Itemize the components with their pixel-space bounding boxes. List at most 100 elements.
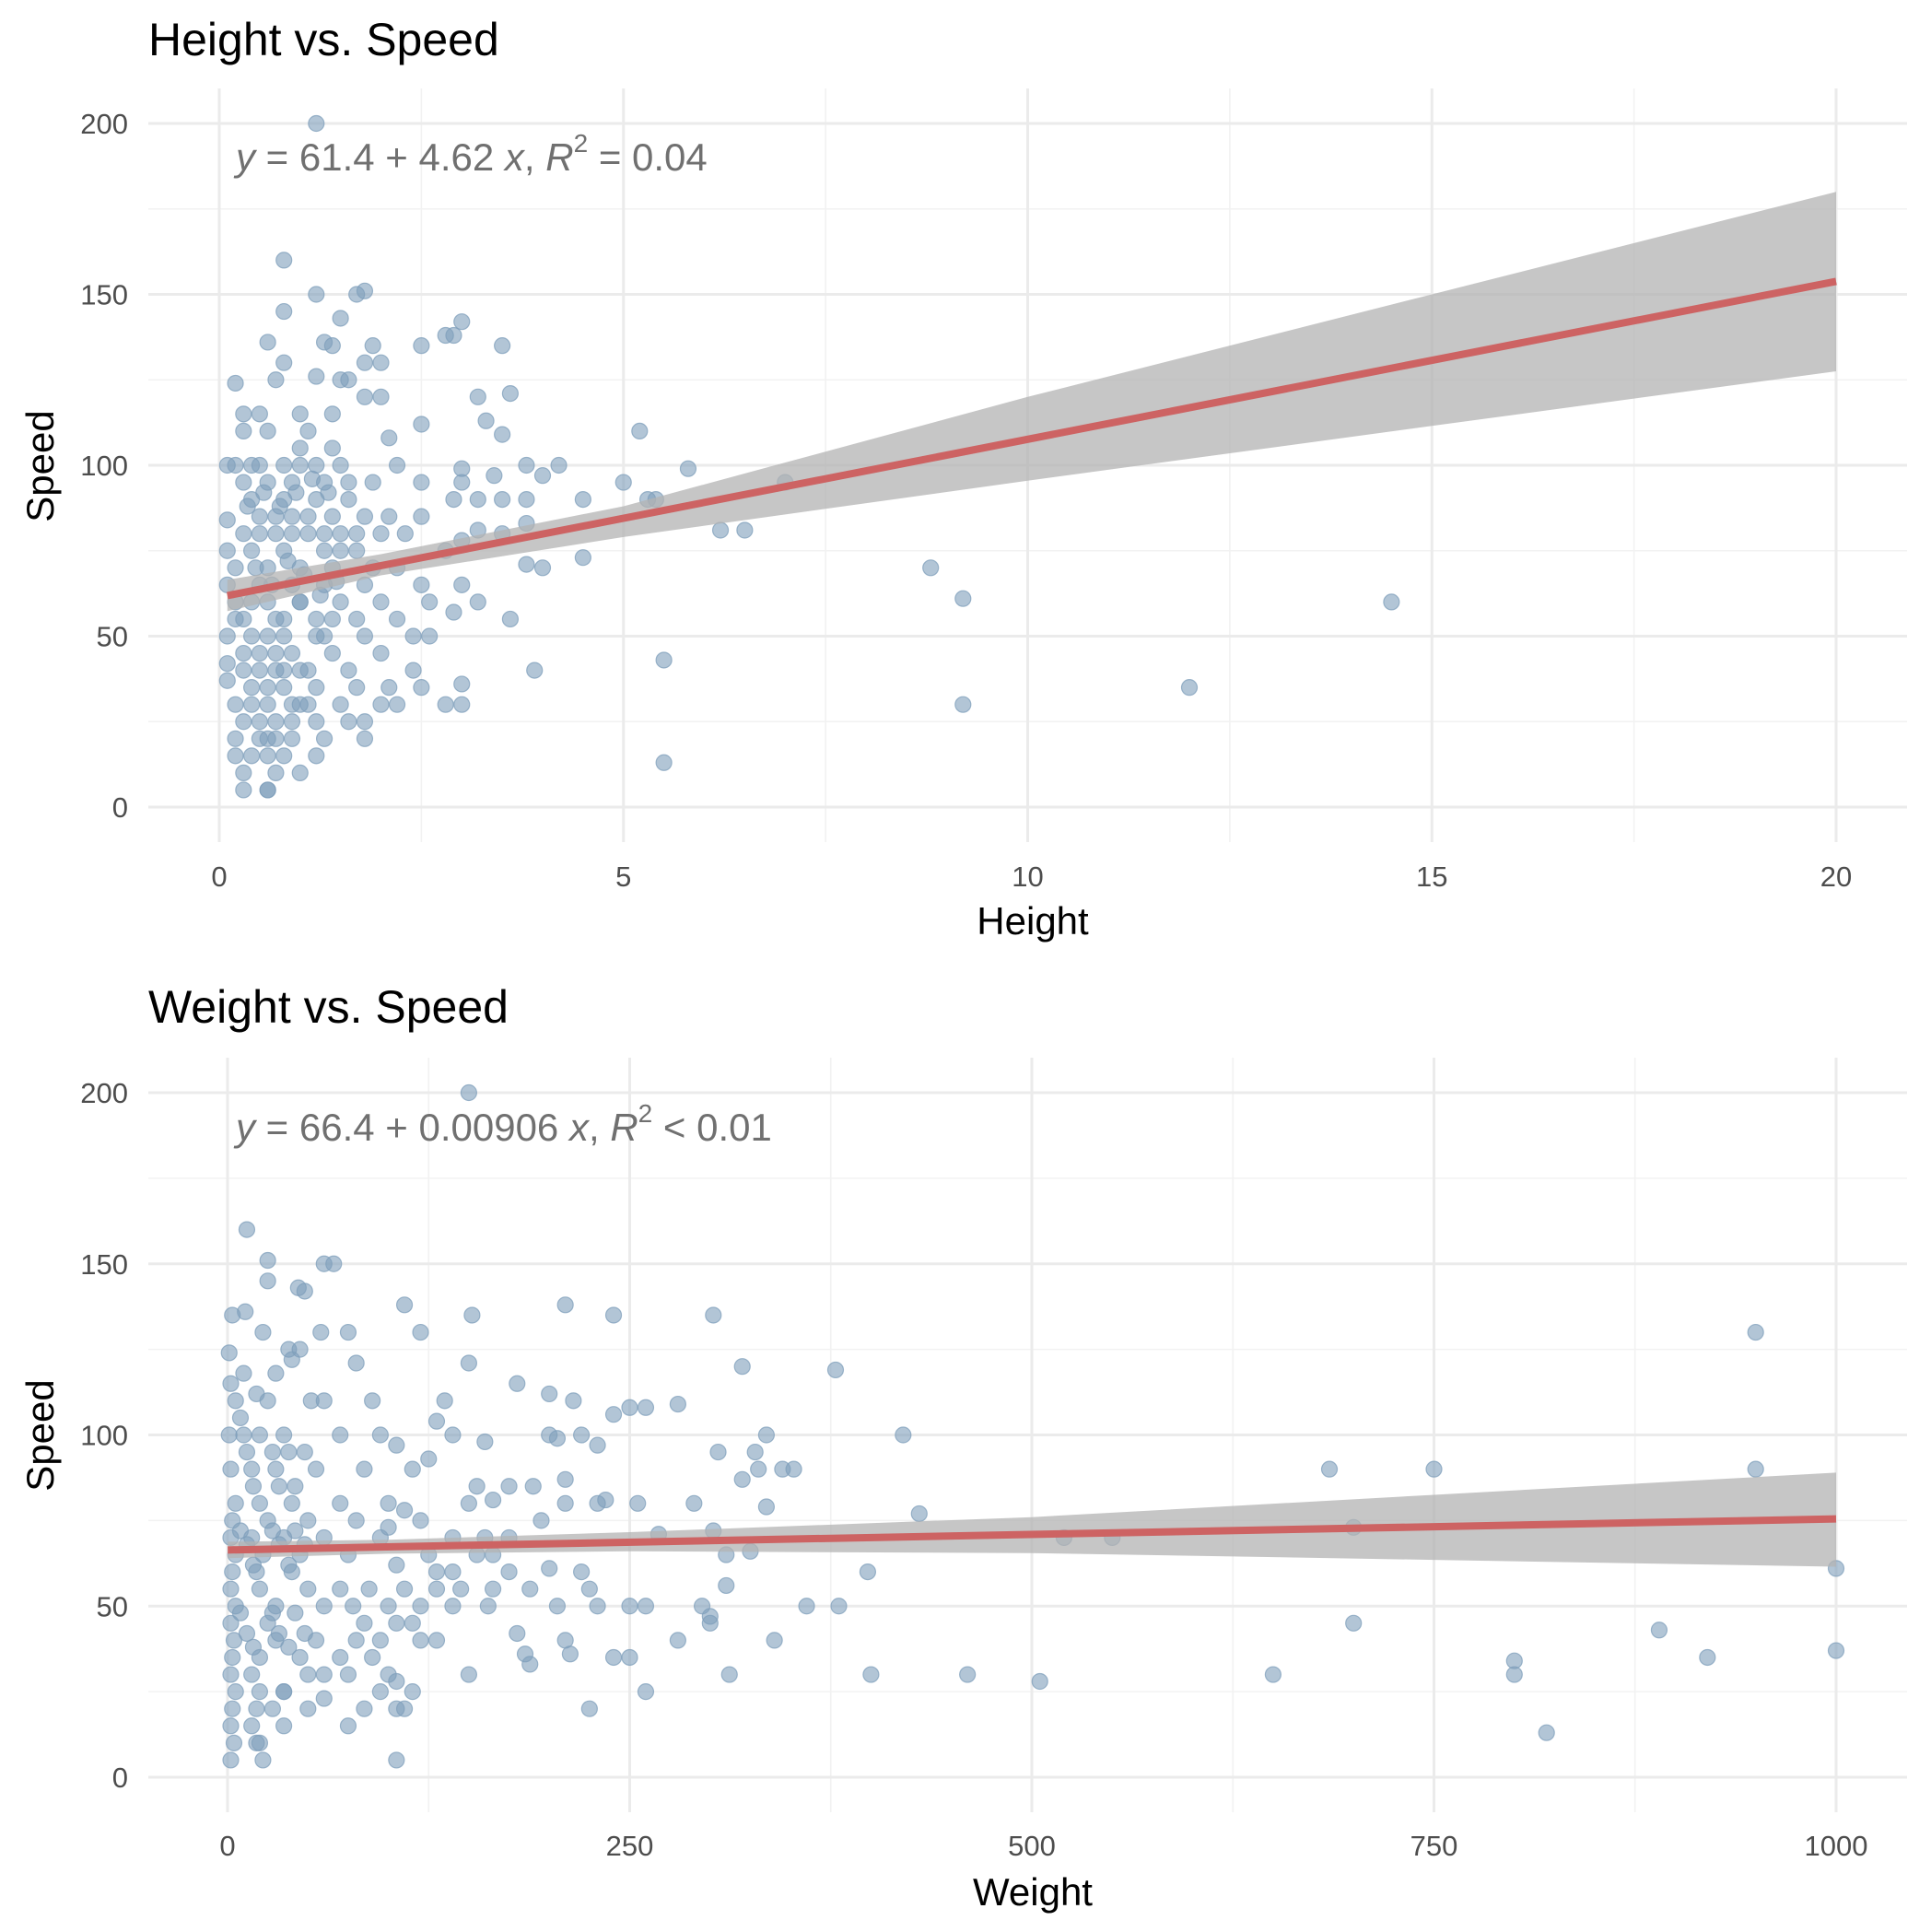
data-point (267, 713, 285, 731)
data-point (299, 422, 317, 439)
data-point (404, 1683, 421, 1701)
data-point (679, 460, 697, 477)
data-point (308, 286, 325, 303)
data-point (263, 1443, 281, 1461)
data-point (275, 1717, 293, 1735)
data-point (227, 747, 244, 765)
data-point (332, 310, 349, 327)
data-point (307, 1460, 325, 1478)
data-point (372, 593, 390, 611)
data-point (270, 1624, 287, 1643)
data-point (315, 1666, 333, 1683)
data-point (243, 627, 261, 645)
data-point (533, 467, 552, 485)
data-point (259, 781, 276, 799)
data-point (248, 1700, 265, 1717)
data-point (339, 1323, 357, 1341)
data-point (669, 1395, 686, 1413)
data-point (444, 1598, 462, 1615)
data-point (259, 1251, 276, 1270)
data-point (494, 490, 511, 509)
data-point (550, 456, 568, 474)
data-point (412, 1323, 429, 1341)
data-point (275, 610, 293, 628)
data-point (395, 1580, 414, 1598)
data-point (287, 1604, 304, 1622)
data-point (220, 1426, 238, 1444)
data-point (332, 696, 349, 713)
data-point (1699, 1648, 1716, 1667)
data-point (460, 1354, 477, 1372)
data-point (224, 1700, 241, 1717)
data-point (444, 1563, 462, 1581)
data-point (238, 1624, 256, 1643)
data-point (332, 542, 349, 559)
data-point (340, 371, 357, 389)
data-point (427, 1580, 446, 1598)
data-point (315, 1690, 333, 1707)
data-point (954, 590, 972, 607)
x-axis-title: Height (977, 899, 1089, 943)
data-point (275, 252, 293, 269)
data-point (308, 114, 325, 133)
data-point (637, 1598, 655, 1615)
y-axis-title: Speed (18, 410, 62, 521)
data-point (509, 1375, 526, 1392)
data-point (484, 1580, 502, 1598)
data-point (222, 1751, 240, 1769)
data-point (259, 1272, 276, 1290)
data-point (427, 1632, 446, 1649)
data-point (259, 627, 276, 645)
data-point (227, 610, 244, 628)
data-point (621, 1399, 638, 1416)
data-point (460, 1083, 477, 1102)
data-point (453, 474, 471, 491)
data-point (460, 1494, 477, 1512)
data-point (332, 1580, 349, 1598)
data-point (574, 490, 591, 509)
data-point (348, 542, 366, 559)
data-point (541, 1385, 558, 1403)
data-point (501, 384, 520, 403)
y-tick-label: 0 (112, 791, 128, 824)
data-point (388, 1672, 405, 1691)
data-point (251, 1426, 269, 1444)
height-speed-panel: Height vs. Speed 0 5 10 15 20 0 50 100 150 200 H… (18, 14, 1907, 943)
data-point (388, 1436, 405, 1454)
data-point (287, 484, 305, 501)
data-point (243, 1460, 261, 1478)
data-point (275, 456, 293, 474)
y-tick-labels: 0 50 100 150 200 (80, 108, 128, 824)
data-point (275, 302, 293, 321)
data-point (556, 1470, 574, 1488)
data-point (315, 730, 334, 747)
data-point (225, 1632, 243, 1649)
data-point (315, 1392, 333, 1410)
data-point (225, 1734, 243, 1751)
data-point (325, 1255, 343, 1272)
data-point (1180, 679, 1199, 697)
data-point (532, 1512, 550, 1529)
x-tick-label: 0 (211, 861, 227, 893)
data-point (348, 610, 366, 628)
data-point (469, 490, 486, 509)
data-point (231, 1604, 250, 1622)
data-point (251, 1734, 269, 1751)
data-point (750, 1460, 767, 1478)
data-point (243, 747, 261, 765)
data-point (308, 627, 325, 645)
data-point (283, 713, 301, 731)
y-tick-label: 50 (97, 1590, 128, 1622)
data-point (452, 1580, 470, 1598)
data-point (1747, 1323, 1764, 1341)
data-point (275, 679, 293, 697)
data-point (227, 456, 244, 474)
data-point (372, 525, 390, 543)
confidence-ribbon (227, 192, 1836, 612)
data-point (548, 1430, 567, 1447)
panel-title-weight: Weight vs. Speed (148, 981, 509, 1033)
x-tick-label: 10 (1012, 861, 1043, 893)
data-point (826, 1361, 845, 1379)
data-point (235, 422, 252, 439)
